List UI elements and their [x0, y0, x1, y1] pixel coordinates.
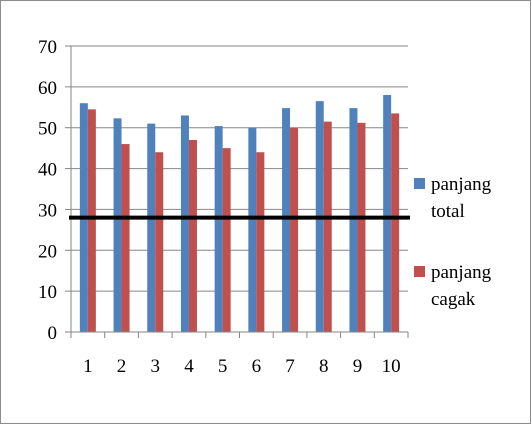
bar-series-1-cat-2	[113, 118, 122, 333]
x-tick-label: 8	[319, 356, 329, 377]
legend-swatch-1	[414, 178, 425, 189]
axes: 0 10 20 30 40 50 60 70 1 2 3 4 5 6 7 8 9 10	[38, 37, 409, 377]
x-tick-label: 6	[252, 356, 262, 377]
y-tick-label: 20	[38, 241, 57, 262]
y-tick-label: 10	[38, 282, 57, 303]
y-tick-label: 40	[38, 160, 57, 181]
bar-series-2-cat-9	[357, 122, 366, 332]
x-tick-label: 7	[285, 356, 295, 377]
bar-series-2-cat-7	[290, 127, 299, 332]
x-tick-label: 4	[184, 356, 194, 377]
y-tick-label: 30	[38, 200, 57, 221]
y-tick-label: 50	[38, 119, 57, 140]
x-tick-label: 1	[83, 356, 93, 377]
bar-series-2-cat-2	[121, 144, 130, 332]
bar-series-2-cat-8	[323, 121, 332, 332]
bar-series-2-cat-5	[222, 148, 231, 332]
legend-label-2: panjang cagak	[431, 262, 492, 310]
x-tick-label: 10	[382, 356, 401, 377]
bar-series-2-cat-3	[155, 152, 164, 332]
legend-swatch-2	[414, 266, 425, 277]
legend-label-1: panjang total	[431, 174, 492, 222]
x-tick-label: 5	[218, 356, 228, 377]
bar-series-1-cat-5	[214, 126, 223, 332]
bar-series-1-cat-6	[248, 127, 257, 332]
x-tick-label: 2	[117, 356, 127, 377]
y-tick-label: 70	[38, 37, 57, 58]
x-tick-label: 9	[353, 356, 363, 377]
bar-series-1-cat-4	[180, 115, 189, 332]
bar-series-2-cat-6	[256, 152, 265, 332]
y-tick-label: 60	[38, 78, 57, 99]
bar-series-1-cat-3	[147, 123, 156, 332]
bar-series-2-cat-4	[188, 139, 197, 332]
legend: panjang total panjang cagak	[414, 174, 492, 310]
y-tick-label: 0	[48, 323, 58, 344]
x-tick-label: 3	[151, 356, 161, 377]
